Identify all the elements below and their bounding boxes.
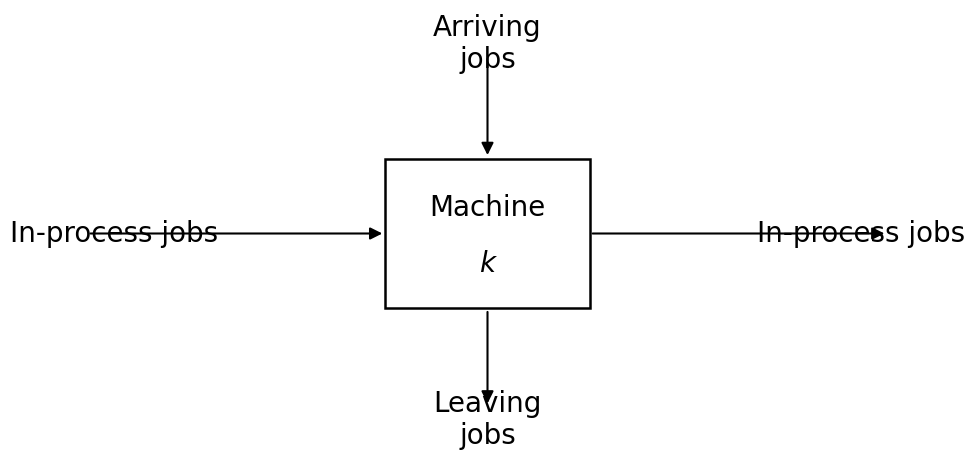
Text: In-process jobs: In-process jobs [10,219,217,248]
Text: Leaving
jobs: Leaving jobs [433,390,542,451]
Bar [385,159,590,308]
Text: Arriving
jobs: Arriving jobs [433,14,542,74]
Text: In-process jobs: In-process jobs [758,219,965,248]
Text: Machine: Machine [429,194,546,222]
Text: k: k [480,250,495,278]
